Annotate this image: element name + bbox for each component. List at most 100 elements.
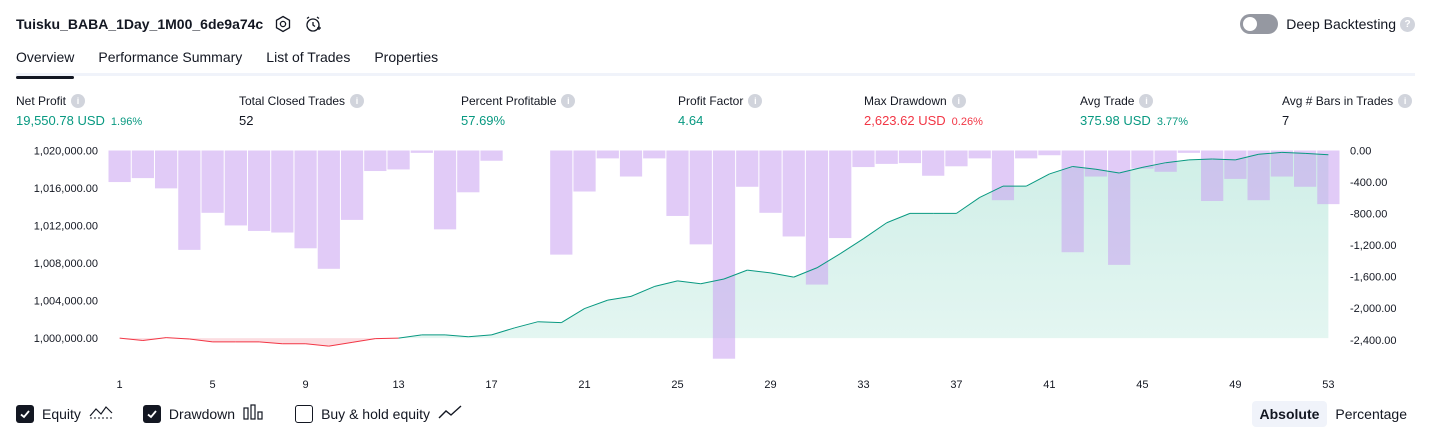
equity-line-segment <box>142 337 167 341</box>
drawdown-bar <box>457 150 480 193</box>
gear-icon[interactable] <box>273 14 293 34</box>
drawdown-bar <box>1154 150 1177 172</box>
right-axis-tick: -800.00 <box>1350 209 1387 221</box>
tab-properties[interactable]: Properties <box>374 49 439 65</box>
equity-line-segment <box>514 321 539 329</box>
left-axis-tick: 1,016,000.00 <box>34 183 98 195</box>
info-icon[interactable]: i <box>561 94 576 108</box>
drawdown-bar <box>666 150 689 216</box>
equity-line-segment <box>1142 162 1166 168</box>
info-icon[interactable]: i <box>748 94 763 108</box>
equity-line-segment <box>747 269 771 274</box>
x-axis-tick: 45 <box>1136 379 1148 391</box>
x-axis-tick: 25 <box>671 379 683 391</box>
x-axis-tick: 53 <box>1322 379 1334 391</box>
absolute-button[interactable]: Absolute <box>1251 401 1328 427</box>
equity-line-segment <box>259 341 283 345</box>
percentage-button[interactable]: Percentage <box>1335 406 1407 422</box>
left-axis-tick: 1,020,000.00 <box>34 146 98 158</box>
drawdown-bar <box>317 150 340 269</box>
equity-line-segment <box>863 222 887 240</box>
drawdown-bar <box>1317 150 1340 205</box>
info-icon[interactable]: i <box>71 94 86 108</box>
equity-line-segment <box>630 286 655 297</box>
drawdown-bar <box>991 150 1015 201</box>
alarm-clock-icon[interactable] <box>303 14 323 34</box>
chart-mode-switch: Absolute Percentage <box>1251 400 1416 428</box>
drawdown-bar <box>340 150 364 220</box>
tab-overview[interactable]: Overview <box>16 46 75 79</box>
drawdown-bar <box>410 150 433 153</box>
equity-line-segment <box>1049 165 1073 175</box>
legend-drawdown[interactable]: Drawdown <box>142 403 265 425</box>
metric-value: 7 <box>1282 113 1290 128</box>
drawdown-bar <box>1270 150 1294 177</box>
drawdown-bar <box>945 150 968 167</box>
buy-hold-checkbox[interactable] <box>295 405 314 423</box>
drawdown-bar <box>108 150 131 183</box>
equity-line-segment <box>1165 159 1189 164</box>
metric-label: Profit Factor <box>678 94 744 108</box>
metrics-row: Net Profit i 19,550.78 USD 1.96% Total Clo… <box>16 94 1415 134</box>
equity-line-segment <box>1072 165 1096 170</box>
equity-line-segment <box>1119 166 1143 174</box>
deep-backtesting-toggle[interactable] <box>1240 14 1279 34</box>
info-icon[interactable]: i <box>951 94 966 108</box>
equity-line-segment <box>189 338 213 343</box>
equity-line-segment <box>538 321 562 324</box>
drawdown-bar <box>968 150 991 159</box>
metric-value: 2,623.62 USD <box>864 113 946 128</box>
equity-line-segment <box>770 272 794 278</box>
drawdown-bar <box>736 150 759 187</box>
drawdown-bar <box>782 150 805 237</box>
equity-drawdown-chart[interactable]: 1,020,000.00 1,016,000.00 1,012,000.00 1,00… <box>0 140 1431 395</box>
drawdown-bar <box>364 150 387 172</box>
info-icon[interactable]: i <box>350 94 365 108</box>
x-axis-tick: 5 <box>210 379 216 391</box>
equity-line-segment <box>839 238 864 255</box>
x-axis-tick: 9 <box>303 379 309 391</box>
metric-label: Percent Profitable <box>461 94 557 108</box>
metric-profit-factor: Profit Factor i 4.64 <box>678 94 763 128</box>
drawdown-bar <box>689 150 712 245</box>
equity-line-segment <box>793 267 818 278</box>
metric-label: Total Closed Trades <box>239 94 346 108</box>
info-icon[interactable]: i <box>1398 94 1413 108</box>
equity-line-segment <box>491 327 515 336</box>
metric-percent-profitable: Percent Profitable i 57.69% <box>461 94 576 128</box>
metric-value: 375.98 USD <box>1080 113 1151 128</box>
metric-label: Net Profit <box>16 94 67 108</box>
drawdown-checkbox[interactable] <box>142 405 161 423</box>
metric-max-drawdown: Max Drawdown i 2,623.62 USD 0.26% <box>864 94 983 128</box>
drawdown-bar <box>247 150 271 231</box>
drawdown-bar <box>1015 150 1038 159</box>
equity-line-segment <box>1025 173 1050 187</box>
trend-line-icon <box>438 404 462 425</box>
equity-label: Equity <box>42 406 81 422</box>
buy-hold-label: Buy & hold equity <box>321 406 431 422</box>
metric-value: 52 <box>239 113 254 128</box>
drawdown-bar <box>224 150 247 226</box>
legend-equity[interactable]: Equity <box>16 404 113 425</box>
drawdown-bar <box>643 150 666 159</box>
x-axis-tick: 13 <box>392 379 404 391</box>
help-icon[interactable]: ? <box>1400 16 1415 32</box>
drawdown-bar <box>1061 150 1084 253</box>
tab-list-of-trades[interactable]: List of Trades <box>266 49 351 65</box>
left-axis-tick: 1,008,000.00 <box>34 258 98 270</box>
drawdown-bar <box>1247 150 1270 201</box>
legend-buy-hold[interactable]: Buy & hold equity <box>295 404 462 425</box>
drawdown-bar <box>1131 150 1154 169</box>
equity-line-segment <box>700 278 725 285</box>
info-icon[interactable]: i <box>1139 94 1154 108</box>
x-axis-tick: 49 <box>1229 379 1241 391</box>
report-tabs: Overview Performance Summary List of Tra… <box>16 46 1415 79</box>
equity-line-segment <box>1235 153 1259 161</box>
drawdown-bar <box>178 150 201 250</box>
metric-avg-trade: Avg Trade i 375.98 USD 3.77% <box>1080 94 1188 128</box>
equity-line-segment <box>723 269 748 280</box>
equity-checkbox[interactable] <box>16 405 34 423</box>
equity-line-segment <box>816 253 841 269</box>
tab-performance-summary[interactable]: Performance Summary <box>98 49 243 65</box>
drawdown-bar <box>596 150 619 159</box>
